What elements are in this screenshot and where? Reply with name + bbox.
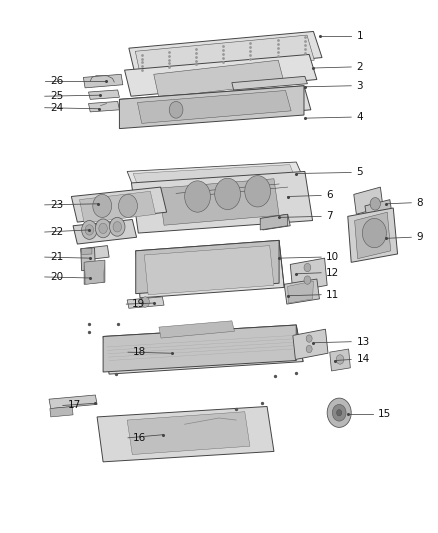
Polygon shape <box>138 91 291 123</box>
Polygon shape <box>293 329 328 359</box>
Circle shape <box>327 398 351 427</box>
Polygon shape <box>124 54 317 96</box>
Polygon shape <box>279 240 284 287</box>
Polygon shape <box>120 86 304 128</box>
Polygon shape <box>131 172 313 233</box>
Polygon shape <box>330 349 350 371</box>
Polygon shape <box>290 258 327 292</box>
Polygon shape <box>84 260 105 284</box>
Polygon shape <box>159 179 279 225</box>
Text: 21: 21 <box>50 252 63 262</box>
Text: 14: 14 <box>357 354 370 365</box>
Circle shape <box>113 222 121 232</box>
Polygon shape <box>81 248 92 254</box>
Text: 4: 4 <box>357 112 363 122</box>
Polygon shape <box>354 187 383 214</box>
Polygon shape <box>120 86 311 124</box>
Polygon shape <box>260 214 290 230</box>
Circle shape <box>119 195 138 217</box>
Polygon shape <box>79 191 155 223</box>
Circle shape <box>332 405 346 421</box>
Polygon shape <box>135 35 314 77</box>
Circle shape <box>85 225 94 235</box>
Polygon shape <box>365 200 392 223</box>
Text: 25: 25 <box>50 91 63 101</box>
Circle shape <box>306 335 312 342</box>
Text: 23: 23 <box>50 200 63 210</box>
Circle shape <box>304 276 311 284</box>
Text: 8: 8 <box>417 198 423 208</box>
Polygon shape <box>129 31 322 75</box>
Polygon shape <box>103 325 303 374</box>
Polygon shape <box>284 279 319 304</box>
Polygon shape <box>159 321 234 338</box>
Circle shape <box>185 181 210 212</box>
Circle shape <box>304 263 311 272</box>
Text: 18: 18 <box>133 347 146 357</box>
Circle shape <box>93 195 112 217</box>
Polygon shape <box>296 325 303 361</box>
Circle shape <box>95 219 111 238</box>
Circle shape <box>169 101 183 118</box>
Text: 24: 24 <box>50 103 63 112</box>
Text: 6: 6 <box>326 190 333 200</box>
Polygon shape <box>127 162 303 187</box>
Polygon shape <box>154 60 284 98</box>
Text: 16: 16 <box>133 433 146 443</box>
Text: 13: 13 <box>357 337 370 347</box>
Polygon shape <box>348 208 398 262</box>
Text: 12: 12 <box>326 268 339 278</box>
Polygon shape <box>81 246 109 260</box>
Text: 2: 2 <box>357 62 363 72</box>
Polygon shape <box>355 212 391 259</box>
Circle shape <box>81 221 97 239</box>
Text: 3: 3 <box>357 81 363 91</box>
Circle shape <box>110 217 125 236</box>
Text: 9: 9 <box>417 232 423 243</box>
Polygon shape <box>88 90 120 99</box>
Circle shape <box>215 178 240 209</box>
Text: 15: 15 <box>378 409 391 419</box>
Circle shape <box>141 297 149 307</box>
Circle shape <box>362 219 386 248</box>
Circle shape <box>99 223 107 233</box>
Circle shape <box>370 198 380 210</box>
Polygon shape <box>127 411 250 455</box>
Polygon shape <box>133 165 295 188</box>
Polygon shape <box>127 297 164 308</box>
Polygon shape <box>84 260 105 284</box>
Polygon shape <box>288 281 314 303</box>
Text: 5: 5 <box>357 167 363 177</box>
Text: 7: 7 <box>326 212 333 221</box>
Polygon shape <box>83 74 123 88</box>
Text: 22: 22 <box>50 227 63 237</box>
Text: 19: 19 <box>131 299 145 309</box>
Polygon shape <box>88 101 120 112</box>
Polygon shape <box>97 407 274 462</box>
Text: 17: 17 <box>68 400 81 410</box>
Polygon shape <box>260 214 288 230</box>
Polygon shape <box>49 395 97 409</box>
Circle shape <box>337 410 342 416</box>
Text: 11: 11 <box>326 290 339 300</box>
Text: 20: 20 <box>50 272 63 282</box>
Polygon shape <box>232 76 307 90</box>
Polygon shape <box>103 325 296 372</box>
Polygon shape <box>136 240 279 294</box>
Polygon shape <box>144 246 274 295</box>
Polygon shape <box>136 240 284 298</box>
Text: 26: 26 <box>50 76 63 86</box>
Polygon shape <box>71 187 166 222</box>
Text: 10: 10 <box>326 252 339 262</box>
Circle shape <box>306 345 312 353</box>
Polygon shape <box>73 220 137 244</box>
Polygon shape <box>81 248 95 271</box>
Circle shape <box>245 175 271 207</box>
Polygon shape <box>50 407 73 417</box>
Text: 1: 1 <box>357 30 363 41</box>
Circle shape <box>336 355 344 364</box>
